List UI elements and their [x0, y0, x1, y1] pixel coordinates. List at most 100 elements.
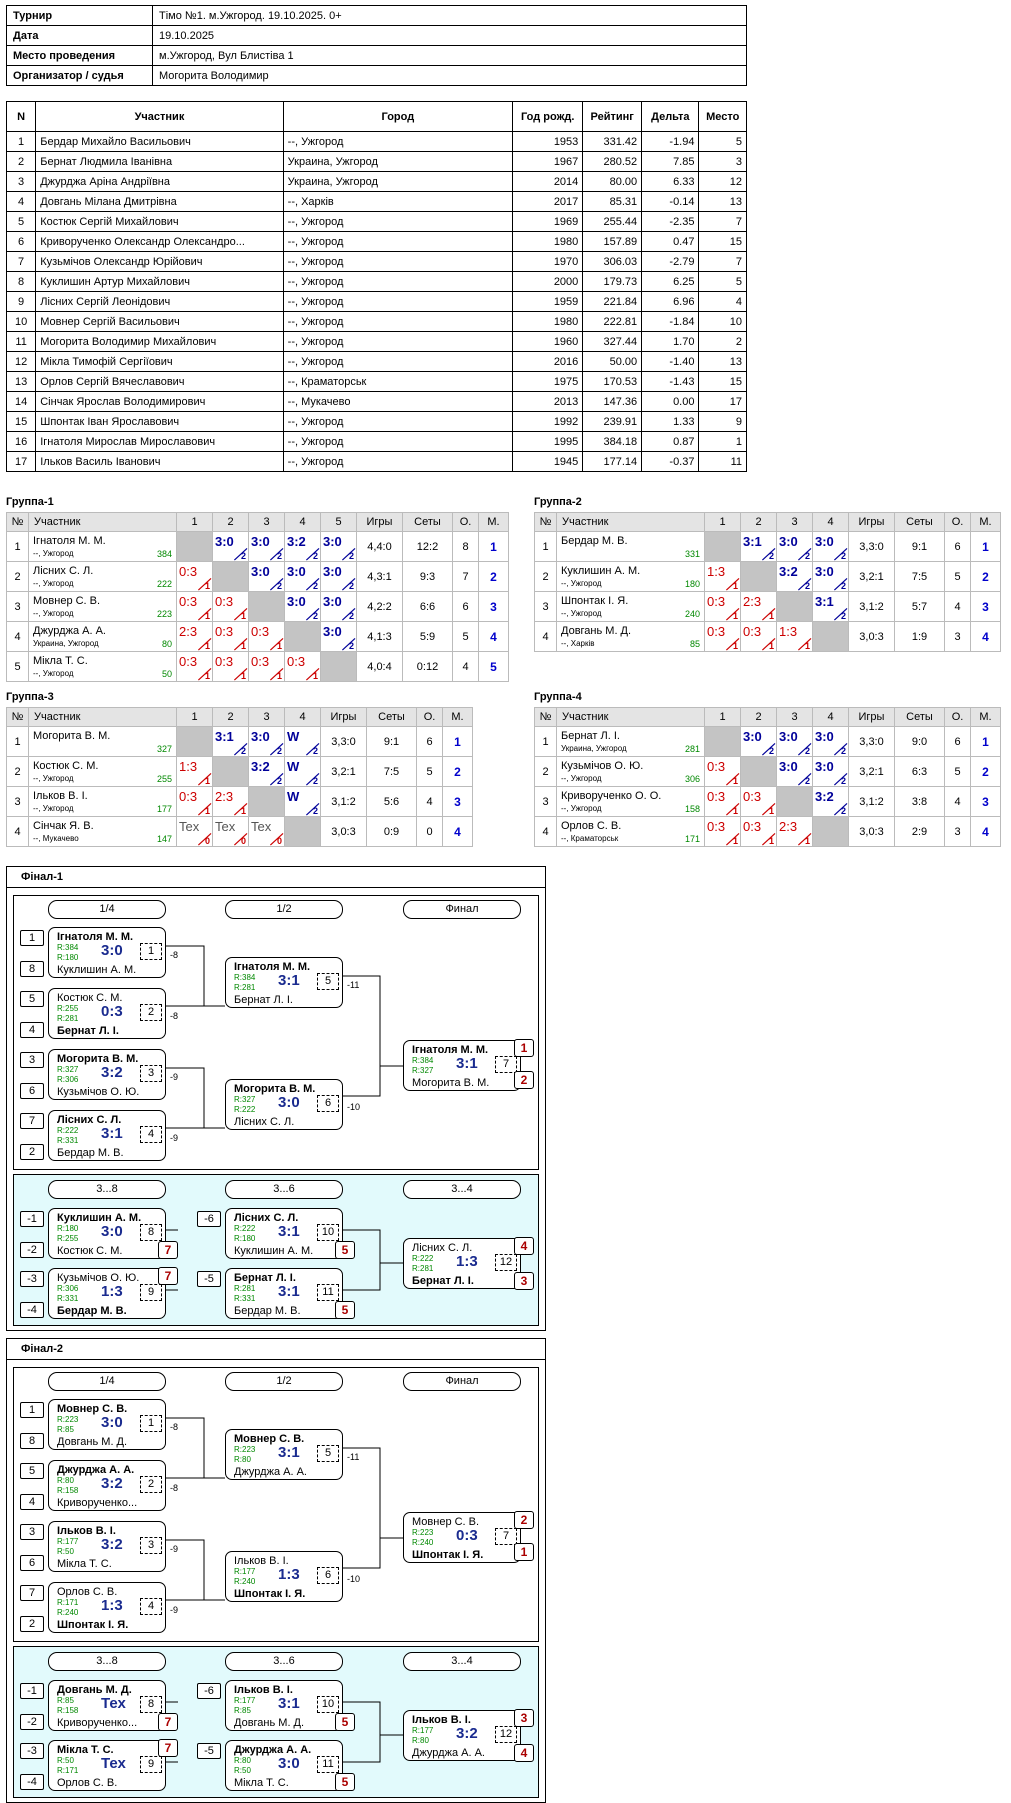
group-row: 4 Джурджа А. А. Украина, Ужгород 80 2:3 1 0:3 1…	[6, 621, 509, 652]
round-label: 1/2	[225, 1372, 343, 1391]
rating-a: R:80	[57, 1476, 74, 1485]
bracket-lines	[166, 1417, 403, 1601]
match-player-a: Лісних С. Л.	[234, 1212, 299, 1224]
match-number: 7	[495, 1528, 517, 1545]
group-place: 4	[970, 816, 1001, 847]
group-row-number: 2	[534, 756, 557, 787]
participant-cell: 7	[698, 211, 747, 232]
rating-a: R:222	[57, 1126, 79, 1135]
group-result-cell: 0:3 1	[704, 756, 741, 787]
participants-header-cell: Дельта	[641, 101, 700, 132]
score-delta: 0	[204, 836, 210, 846]
score-slash	[761, 608, 776, 621]
group-score: 3:0	[251, 564, 270, 579]
group-player-city: --, Харків	[561, 639, 595, 648]
group-player-rating: 331	[684, 549, 700, 559]
group-player-city: Украина, Ужгород	[561, 744, 627, 753]
score-slash	[233, 833, 248, 846]
participant-cell: Могорита Володимир Михайлович	[35, 331, 284, 352]
group-score: 0:3	[743, 624, 762, 639]
final-title: Фінал-2	[7, 1339, 545, 1360]
participant-cell: 9	[698, 411, 747, 432]
participant-cell: -1.43	[641, 371, 700, 392]
match-player-b: Бернат Л. І.	[234, 994, 293, 1006]
main-bracket: 1/4 1/2 Финал Ігнатоля М. М. R:384 R:180 Кукли…	[13, 895, 539, 1170]
loser-target: -9	[170, 1133, 179, 1143]
seed-number: 8	[20, 961, 44, 977]
score-delta: 1	[768, 611, 774, 621]
group-result-cell: 3:0 2	[740, 726, 777, 757]
seed-number: -3	[20, 1743, 44, 1759]
rating-b: R:80	[234, 1455, 251, 1464]
score-slash	[341, 548, 356, 561]
info-row: Дата 19.10.2025	[6, 25, 747, 46]
match-box: Мовнер С. В. R:223 R:85 Довгань М. Д. 3:0 1	[48, 1399, 166, 1450]
group-player-rating: 50	[161, 669, 172, 679]
score-slash	[761, 833, 776, 846]
participant-cell: 10	[698, 311, 747, 332]
group-3-title: Группа-3	[6, 691, 54, 703]
score-delta: 1	[276, 641, 282, 651]
group-score: 1:3	[779, 624, 798, 639]
participant-cell: --, Харків	[282, 191, 514, 212]
seed-number: 4	[20, 1494, 44, 1510]
group-row: 4 Сінчак Я. В. --, Мукачево 147 Tex 0 Tex 0 Tex 0…	[6, 816, 473, 847]
group-player-city: --, Краматорськ	[561, 834, 619, 843]
group-header-cell: М.	[970, 512, 1001, 532]
seed-number: 3	[20, 1052, 44, 1068]
participant-cell: --, Ужгород	[282, 211, 514, 232]
participant-cell: 5	[698, 131, 747, 152]
score-delta: 2	[240, 551, 246, 561]
match-box: Ільков В. І. R:177 R:80 Джурджа А. А. 3:2 12	[403, 1710, 521, 1761]
match-player-a: Ільков В. І.	[234, 1555, 289, 1567]
rating-b: R:331	[57, 1294, 79, 1303]
score-delta: 2	[840, 551, 846, 561]
place-number: 7	[158, 1267, 178, 1285]
match-box: Ігнатоля М. М. R:384 R:281 Бернат Л. І. 3:1 5	[225, 957, 343, 1008]
seed-number: -2	[20, 1242, 44, 1258]
match-player-b: Бердар М. В.	[57, 1147, 124, 1159]
match-box: Могорита В. М. R:327 R:306 Кузьмічов О. Ю. 3…	[48, 1049, 166, 1100]
match-number: 11	[317, 1284, 339, 1301]
group-row-number: 1	[534, 726, 557, 757]
seed-number: -3	[20, 1271, 44, 1287]
group-games: 3,3:0	[848, 726, 895, 757]
group-score: 0:3	[215, 594, 234, 609]
rating-a: R:80	[234, 1756, 251, 1765]
participant-cell: 14	[5, 391, 37, 412]
score-delta: 0	[240, 836, 246, 846]
group-header-cell: М.	[442, 707, 473, 727]
match-box: Довгань М. Д. R:85 R:158 Криворученко... Тех…	[48, 1680, 166, 1731]
group-player-city: --, Ужгород	[33, 669, 74, 678]
match-score: 3:1	[278, 1695, 300, 1712]
group-score: 3:0	[779, 534, 798, 549]
match-player-b: Довгань М. Д.	[234, 1717, 305, 1729]
group-player-cell: Мовнер С. В. --, Ужгород 223	[28, 591, 177, 622]
match-score: 0:3	[456, 1527, 478, 1544]
participant-row: 3 Джурджа Аріна Андріївна Украина, Ужгород…	[5, 171, 747, 192]
group-row: 2 Куклишин А. М. --, Ужгород 180 1:3 1 3:2 2 3:0…	[534, 561, 1001, 592]
participant-cell: Лісних Сергій Леонідович	[35, 291, 284, 312]
group-player-rating: 180	[684, 579, 700, 589]
participant-cell: 5	[5, 211, 37, 232]
round-label: 3...6	[225, 1180, 343, 1199]
rating-b: R:331	[234, 1294, 256, 1303]
group-sets: 0:9	[366, 816, 417, 847]
group-result-cell: 3:0 2	[248, 726, 285, 757]
participant-cell: 0.87	[641, 431, 700, 452]
group-games: 4,1:3	[356, 621, 403, 652]
group-games: 4,0:4	[356, 651, 403, 682]
round-label: Финал	[403, 1372, 521, 1391]
match-player-b: Куклишин А. М.	[234, 1245, 314, 1257]
participant-cell: 255.44	[582, 211, 643, 232]
score-slash	[197, 638, 212, 651]
participant-cell: 12	[698, 171, 747, 192]
group-row-number: 4	[6, 816, 29, 847]
group-player-city: --, Ужгород	[561, 804, 602, 813]
rating-a: R:223	[412, 1528, 434, 1537]
participant-cell: 239.91	[582, 411, 643, 432]
group-result-cell	[740, 561, 777, 592]
participant-cell: 1	[5, 131, 37, 152]
match-box: Куклишин А. М. R:180 R:255 Костюк С. М. 3:0 8	[48, 1208, 166, 1259]
participant-cell: --, Ужгород	[282, 291, 514, 312]
